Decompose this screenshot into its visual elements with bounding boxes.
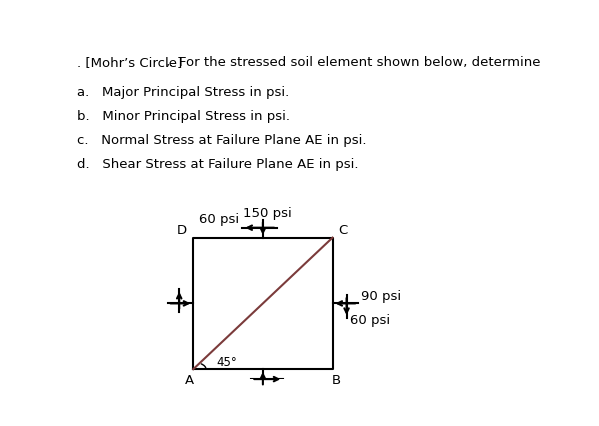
Text: 150 psi: 150 psi (243, 206, 292, 219)
Text: b.   Minor Principal Stress in psi.: b. Minor Principal Stress in psi. (77, 109, 290, 123)
Text: a.   Major Principal Stress in psi.: a. Major Principal Stress in psi. (77, 86, 289, 98)
Text: 45°: 45° (216, 356, 237, 368)
Text: For the stressed soil element shown below, determine: For the stressed soil element shown belo… (179, 56, 541, 69)
Text: d.   Shear Stress at Failure Plane AE in psi.: d. Shear Stress at Failure Plane AE in p… (77, 157, 359, 170)
Text: ,.: ,. (165, 56, 174, 69)
Text: C: C (338, 224, 347, 236)
Text: B: B (332, 374, 341, 386)
Text: 60 psi: 60 psi (350, 314, 391, 326)
Text: . [Mohr’s Circle]: . [Mohr’s Circle] (77, 56, 183, 69)
Text: A: A (185, 374, 194, 386)
Text: 60 psi: 60 psi (198, 213, 238, 225)
Text: c.   Normal Stress at Failure Plane AE in psi.: c. Normal Stress at Failure Plane AE in … (77, 133, 367, 147)
Text: D: D (177, 224, 187, 236)
Text: 90 psi: 90 psi (361, 289, 401, 302)
